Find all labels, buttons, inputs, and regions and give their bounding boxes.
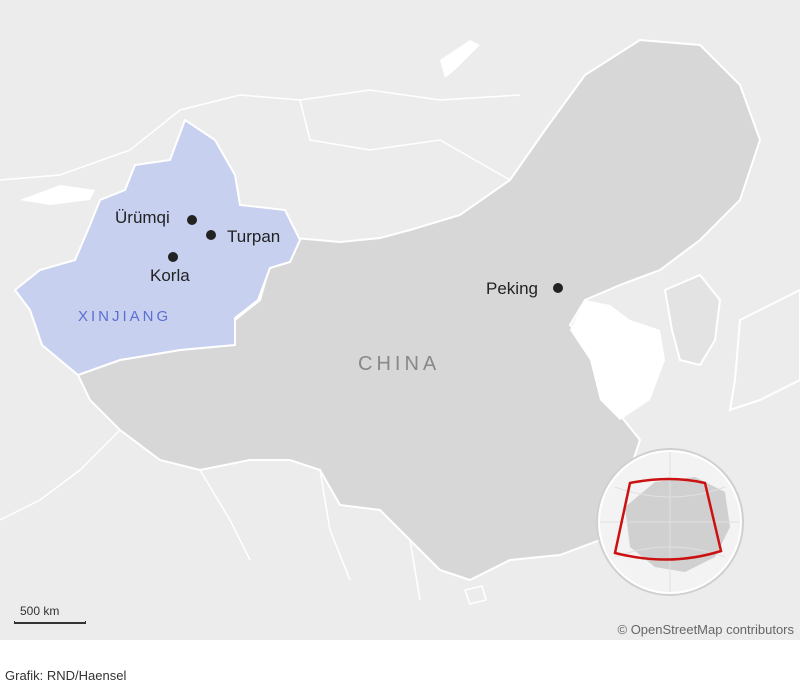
- scale-line: [14, 621, 86, 624]
- sea-shape: [570, 300, 665, 420]
- city-label-korla: Korla: [150, 266, 190, 285]
- lake-baikal: [440, 40, 480, 78]
- city-marker-korla: [168, 252, 178, 262]
- korea-shape: [663, 273, 722, 367]
- lake-balkhash: [20, 185, 95, 205]
- highlight-frame: [613, 477, 723, 561]
- japan-shape: [728, 288, 800, 412]
- scale-bar: 500 km: [14, 604, 86, 624]
- map-area: Ürümqi Turpan Korla Peking XINJIANG CHIN…: [0, 0, 800, 640]
- map-attribution[interactable]: © OpenStreetMap contributors: [617, 622, 795, 637]
- locator-globe: [595, 447, 745, 597]
- city-label-peking: Peking: [486, 279, 538, 298]
- city-label-turpan: Turpan: [227, 227, 281, 246]
- globe-graphic: [596, 448, 744, 596]
- country-label-china: CHINA: [358, 353, 441, 375]
- borders: [0, 89, 521, 601]
- region-label-xinjiang: XINJIANG: [78, 308, 172, 325]
- graphic-credit: Grafik: RND/Haensel: [5, 668, 127, 683]
- hainan-shape: [464, 585, 487, 605]
- xinjiang-shape: [13, 118, 302, 377]
- city-marker-peking: [553, 283, 563, 293]
- city-label-urumqi: Ürümqi: [115, 208, 170, 227]
- city-marker-urumqi: [187, 215, 197, 225]
- scale-label: 500 km: [20, 604, 60, 618]
- city-marker-turpan: [206, 230, 216, 240]
